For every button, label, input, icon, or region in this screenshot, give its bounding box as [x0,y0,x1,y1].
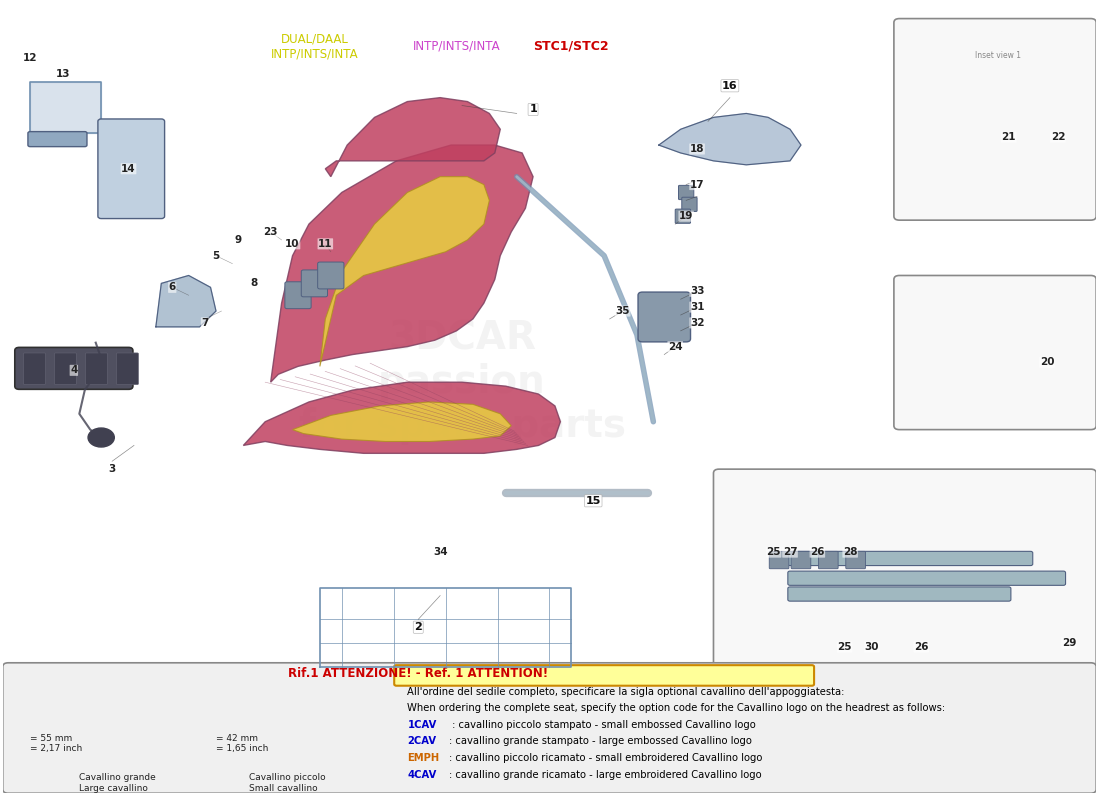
Text: 17: 17 [690,179,704,190]
Text: 23: 23 [263,227,278,237]
FancyBboxPatch shape [682,198,697,211]
FancyBboxPatch shape [318,262,344,289]
Text: 25: 25 [837,642,851,652]
Text: 2: 2 [415,622,422,632]
FancyBboxPatch shape [791,551,811,569]
Text: 4: 4 [70,366,77,375]
Text: 20: 20 [1040,358,1054,367]
Text: 27: 27 [783,547,798,557]
Text: 11: 11 [318,239,332,249]
Text: 15: 15 [585,496,601,506]
Text: 12: 12 [23,53,37,63]
Text: 13: 13 [56,69,70,79]
Text: 14: 14 [121,164,135,174]
Text: 28: 28 [843,547,857,557]
FancyBboxPatch shape [769,551,789,569]
Text: 24: 24 [668,342,682,352]
Text: 4CAV: 4CAV [407,770,437,779]
FancyBboxPatch shape [846,551,866,569]
Text: 30: 30 [865,642,879,652]
Text: : cavallino grande stampato - large embossed Cavallino logo: : cavallino grande stampato - large embo… [449,736,751,746]
Polygon shape [156,275,216,327]
Text: 35: 35 [616,306,630,316]
FancyBboxPatch shape [98,119,165,218]
Text: DUAL/DAAL
INTP/INTS/INTA: DUAL/DAAL INTP/INTS/INTA [271,32,359,60]
Text: 8: 8 [251,278,257,288]
Text: : cavallino piccolo stampato - small embossed Cavallino logo: : cavallino piccolo stampato - small emb… [449,720,756,730]
FancyBboxPatch shape [894,18,1097,220]
Text: 3: 3 [109,464,116,474]
Text: 32: 32 [690,318,704,328]
Polygon shape [326,98,500,177]
FancyBboxPatch shape [788,587,1011,601]
FancyBboxPatch shape [14,347,133,390]
Text: When ordering the complete seat, specify the option code for the Cavallino logo : When ordering the complete seat, specify… [407,703,946,713]
Text: 9: 9 [234,235,241,245]
Text: 16: 16 [723,81,737,90]
Text: 21: 21 [1001,132,1016,142]
Text: 18: 18 [690,144,704,154]
Text: 10: 10 [285,239,300,249]
Circle shape [88,428,114,447]
Text: : cavallino grande ricamato - large embroidered Cavallino logo: : cavallino grande ricamato - large embr… [449,770,761,779]
Text: 1: 1 [529,105,537,114]
Polygon shape [293,402,512,442]
FancyBboxPatch shape [285,282,311,309]
Text: 6: 6 [168,282,176,292]
Text: STC1/STC2: STC1/STC2 [534,40,609,53]
Text: Cavallino piccolo
Small cavallino: Cavallino piccolo Small cavallino [249,774,326,793]
Polygon shape [30,82,101,134]
Polygon shape [320,177,490,366]
FancyBboxPatch shape [679,186,694,199]
Text: 26: 26 [914,642,928,652]
Text: 33: 33 [690,286,704,296]
Text: 19: 19 [679,211,693,221]
Text: Inset view 1: Inset view 1 [975,51,1021,60]
Text: : cavallino piccolo ricamato - small embroidered Cavallino logo: : cavallino piccolo ricamato - small emb… [449,753,762,763]
FancyBboxPatch shape [638,292,691,342]
FancyBboxPatch shape [788,551,1033,566]
Text: 31: 31 [690,302,704,312]
FancyBboxPatch shape [818,551,838,569]
Text: 7: 7 [201,318,209,328]
Text: 34: 34 [432,547,448,557]
Polygon shape [659,114,801,165]
Text: 2: 2 [415,622,422,632]
Polygon shape [243,382,560,454]
FancyBboxPatch shape [301,270,328,297]
Text: 2CAV: 2CAV [407,736,437,746]
Text: EMPH: EMPH [407,753,440,763]
Polygon shape [271,145,534,382]
Text: INTP/INTS/INTA: INTP/INTS/INTA [412,40,500,53]
Text: 22: 22 [1050,132,1065,142]
FancyBboxPatch shape [714,469,1097,670]
FancyBboxPatch shape [675,209,691,223]
Text: 3DCAR
passion
for spare parts: 3DCAR passion for spare parts [298,319,626,445]
FancyBboxPatch shape [23,353,45,385]
Text: 1: 1 [529,105,537,114]
Text: 25: 25 [767,547,781,557]
Text: = 42 mm
= 1,65 inch: = 42 mm = 1,65 inch [216,734,268,754]
FancyBboxPatch shape [394,665,814,686]
FancyBboxPatch shape [894,275,1097,430]
Text: 16: 16 [722,81,738,90]
Text: 29: 29 [1062,638,1076,648]
Text: 26: 26 [810,547,825,557]
Text: 15: 15 [586,496,601,506]
Text: All'ordine del sedile completo, specificare la sigla optional cavallino dell'app: All'ordine del sedile completo, specific… [407,686,845,697]
FancyBboxPatch shape [55,353,76,385]
FancyBboxPatch shape [788,571,1066,586]
FancyBboxPatch shape [86,353,108,385]
FancyBboxPatch shape [3,662,1097,794]
FancyBboxPatch shape [117,353,139,385]
Text: 5: 5 [212,250,220,261]
Text: Rif.1 ATTENZIONE! - Ref. 1 ATTENTION!: Rif.1 ATTENZIONE! - Ref. 1 ATTENTION! [288,666,548,679]
Text: Cavallino grande
Large cavallino: Cavallino grande Large cavallino [79,774,156,793]
FancyBboxPatch shape [28,132,87,146]
Text: = 55 mm
= 2,17 inch: = 55 mm = 2,17 inch [30,734,82,754]
Text: 1CAV: 1CAV [407,720,437,730]
